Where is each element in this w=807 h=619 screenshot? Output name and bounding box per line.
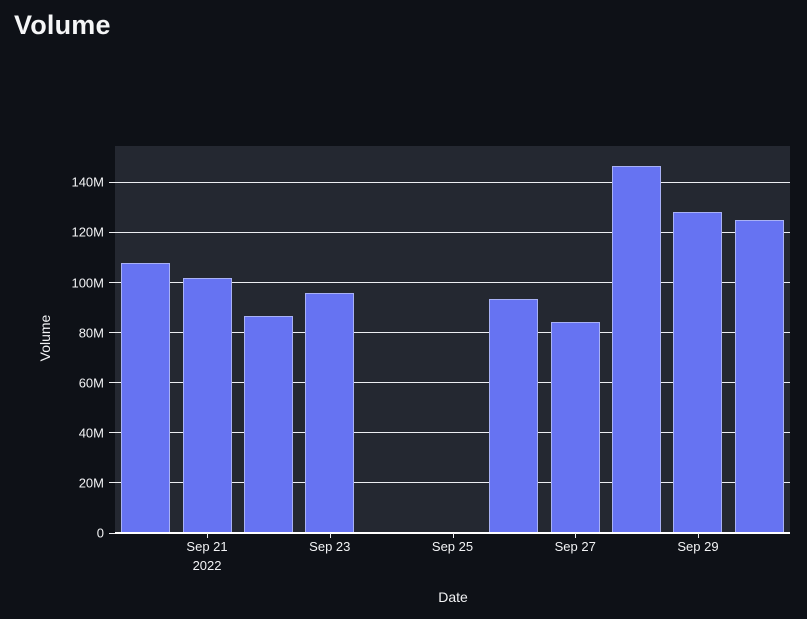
y-axis-tick-label: 140M bbox=[71, 174, 104, 190]
volume-bar[interactable] bbox=[489, 299, 539, 533]
x-axis-tick bbox=[697, 533, 699, 538]
y-axis-tick bbox=[109, 382, 115, 384]
y-axis-tick-label: 40M bbox=[78, 425, 104, 441]
gridline bbox=[115, 282, 790, 283]
volume-bar[interactable] bbox=[673, 212, 723, 533]
plot-area bbox=[115, 146, 790, 534]
gridline bbox=[115, 432, 790, 434]
gridline bbox=[115, 382, 790, 384]
x-axis-tick-label: Sep 23 bbox=[309, 539, 351, 554]
volume-bar[interactable] bbox=[550, 321, 600, 533]
chart-title: Volume bbox=[14, 10, 111, 40]
y-axis-tick bbox=[109, 432, 115, 434]
x-axis-tick bbox=[207, 533, 209, 538]
x-axis-title: Date bbox=[438, 589, 468, 605]
x-axis-tick bbox=[329, 533, 331, 538]
x-axis-tick-label: Sep 29 bbox=[677, 539, 719, 554]
x-axis-tick bbox=[452, 533, 454, 538]
volume-bar[interactable] bbox=[243, 315, 293, 533]
y-axis-tick bbox=[109, 532, 115, 534]
volume-bar[interactable] bbox=[305, 292, 355, 533]
y-axis-tick-label: 80M bbox=[78, 325, 104, 341]
gridline bbox=[115, 482, 790, 484]
x-axis-tick-label: Sep 27 bbox=[554, 539, 596, 554]
volume-bar[interactable] bbox=[182, 278, 232, 533]
volume-bar[interactable] bbox=[121, 263, 171, 533]
y-axis-tick-label: 100M bbox=[71, 275, 104, 290]
y-axis-tick-label: 120M bbox=[71, 224, 104, 240]
volume-bar[interactable] bbox=[734, 220, 784, 533]
y-axis-tick bbox=[109, 332, 115, 334]
y-axis-tick bbox=[109, 282, 115, 283]
y-axis-tick-label: 60M bbox=[78, 375, 104, 391]
y-axis-title: Volume bbox=[37, 314, 53, 362]
y-axis-tick-label: 0 bbox=[96, 525, 104, 541]
gridline bbox=[115, 231, 790, 233]
y-axis-tick bbox=[109, 231, 115, 233]
volume-bar[interactable] bbox=[612, 165, 662, 533]
y-axis-tick bbox=[109, 482, 115, 484]
gridline bbox=[115, 332, 790, 334]
x-axis-tick-label: Sep 25 bbox=[431, 539, 474, 554]
x-axis-tick bbox=[575, 533, 577, 538]
x-axis-tick-sublabel: 2022 bbox=[192, 558, 222, 573]
y-axis-tick-label: 20M bbox=[78, 475, 104, 491]
gridline bbox=[115, 181, 790, 183]
y-axis-tick bbox=[109, 181, 115, 183]
x-axis-tick-label: Sep 21 2022 bbox=[186, 539, 228, 573]
